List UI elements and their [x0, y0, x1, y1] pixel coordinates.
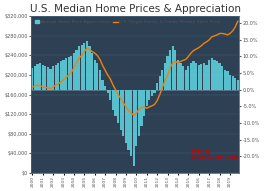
Bar — [62, 60, 65, 90]
Bar — [182, 66, 184, 90]
Bar — [83, 43, 86, 90]
Bar — [88, 46, 91, 90]
Bar — [224, 70, 226, 90]
Bar — [161, 70, 163, 90]
Bar — [125, 90, 127, 143]
Bar — [96, 63, 98, 90]
Bar — [91, 53, 93, 90]
Bar — [115, 90, 117, 116]
Bar — [112, 90, 114, 110]
Bar — [73, 53, 75, 90]
Bar — [86, 41, 88, 90]
Bar — [219, 63, 221, 90]
Bar — [76, 50, 78, 90]
Bar — [31, 68, 34, 90]
Bar — [164, 63, 166, 90]
Bar — [60, 61, 62, 90]
Bar — [52, 66, 54, 90]
Bar — [156, 83, 158, 90]
Bar — [226, 71, 229, 90]
Bar — [221, 66, 223, 90]
Bar — [167, 56, 169, 90]
Bar — [34, 66, 36, 90]
Bar — [101, 80, 104, 90]
Bar — [234, 78, 236, 90]
Bar — [128, 90, 130, 150]
Text: ATTOM
DATA SOLUTIONS: ATTOM DATA SOLUTIONS — [191, 150, 239, 160]
Bar — [70, 56, 72, 90]
Bar — [148, 90, 150, 100]
Bar — [104, 86, 106, 90]
Bar — [55, 65, 57, 90]
Bar — [180, 63, 182, 90]
Bar — [143, 90, 145, 116]
Bar — [203, 63, 205, 90]
Bar — [138, 90, 140, 136]
Bar — [185, 70, 187, 90]
Bar — [135, 90, 138, 146]
Bar — [109, 90, 111, 100]
Bar — [122, 90, 124, 136]
Bar — [232, 76, 234, 90]
Bar — [81, 45, 83, 90]
Bar — [47, 67, 49, 90]
Bar — [216, 61, 218, 90]
Bar — [44, 66, 46, 90]
Bar — [174, 50, 177, 90]
Bar — [172, 46, 174, 90]
Bar — [120, 90, 122, 130]
Bar — [140, 90, 143, 126]
Bar — [39, 63, 41, 90]
Bar — [208, 60, 210, 90]
Bar — [169, 50, 171, 90]
Bar — [36, 64, 39, 90]
Bar — [68, 57, 70, 90]
Bar — [133, 90, 135, 166]
Bar — [237, 80, 239, 90]
Bar — [49, 69, 52, 90]
Bar — [130, 90, 132, 156]
Bar — [200, 64, 202, 90]
Bar — [65, 58, 67, 90]
Bar — [205, 65, 208, 90]
Bar — [107, 90, 109, 93]
Bar — [192, 61, 195, 90]
Bar — [153, 90, 156, 93]
Bar — [94, 60, 96, 90]
Bar — [151, 90, 153, 96]
Bar — [229, 75, 231, 90]
Legend: Annual Home Price Appreciation, U.S. Single Family & Condo Median Sales Price: Annual Home Price Appreciation, U.S. Sin… — [33, 19, 222, 26]
Bar — [42, 65, 44, 90]
Bar — [159, 76, 161, 90]
Bar — [57, 63, 59, 90]
Bar — [211, 58, 213, 90]
Bar — [195, 63, 197, 90]
Bar — [198, 65, 200, 90]
Bar — [117, 90, 119, 123]
Bar — [78, 46, 80, 90]
Bar — [146, 90, 148, 106]
Bar — [177, 60, 179, 90]
Bar — [213, 60, 215, 90]
Bar — [190, 63, 192, 90]
Bar — [187, 66, 190, 90]
Bar — [99, 70, 101, 90]
Title: U.S. Median Home Prices & Appreciation: U.S. Median Home Prices & Appreciation — [30, 4, 241, 14]
